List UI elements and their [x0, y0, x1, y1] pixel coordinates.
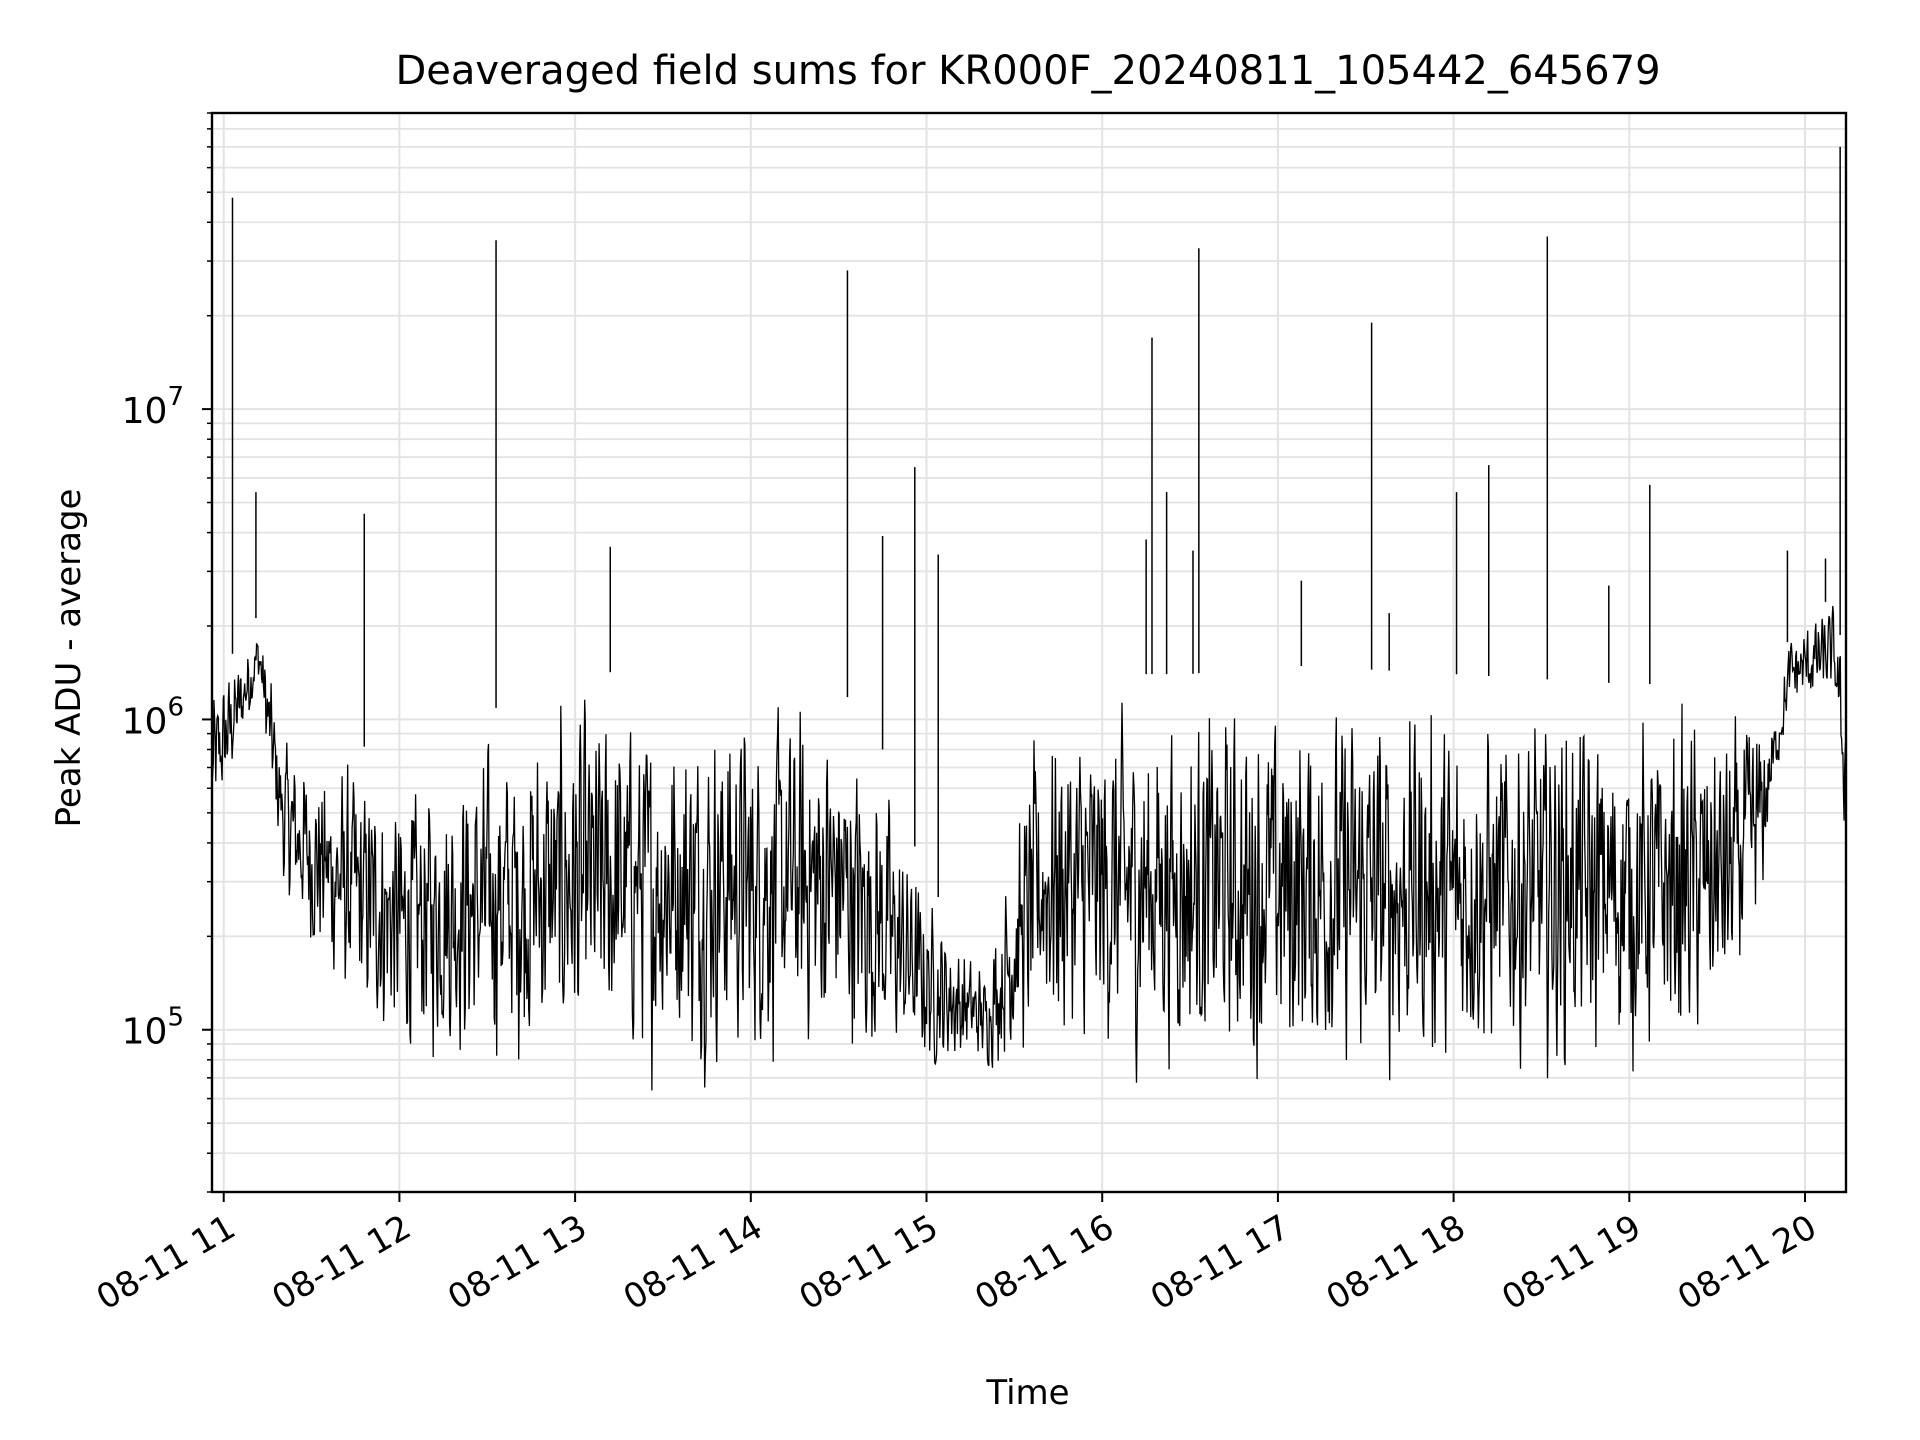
y-tick-label: 106	[122, 692, 184, 742]
y-tick-label: 107	[122, 382, 184, 432]
series-line	[211, 605, 1847, 1091]
data-layer	[211, 146, 1847, 1091]
chart-title: Deaveraged field sums for KR000F_2024081…	[395, 48, 1660, 94]
y-tick-label: 105	[122, 1003, 184, 1053]
y-axis-label: Peak ADU - average	[49, 489, 89, 828]
plot-frame	[210, 111, 1848, 1194]
x-axis-label: Time	[985, 1373, 1069, 1413]
